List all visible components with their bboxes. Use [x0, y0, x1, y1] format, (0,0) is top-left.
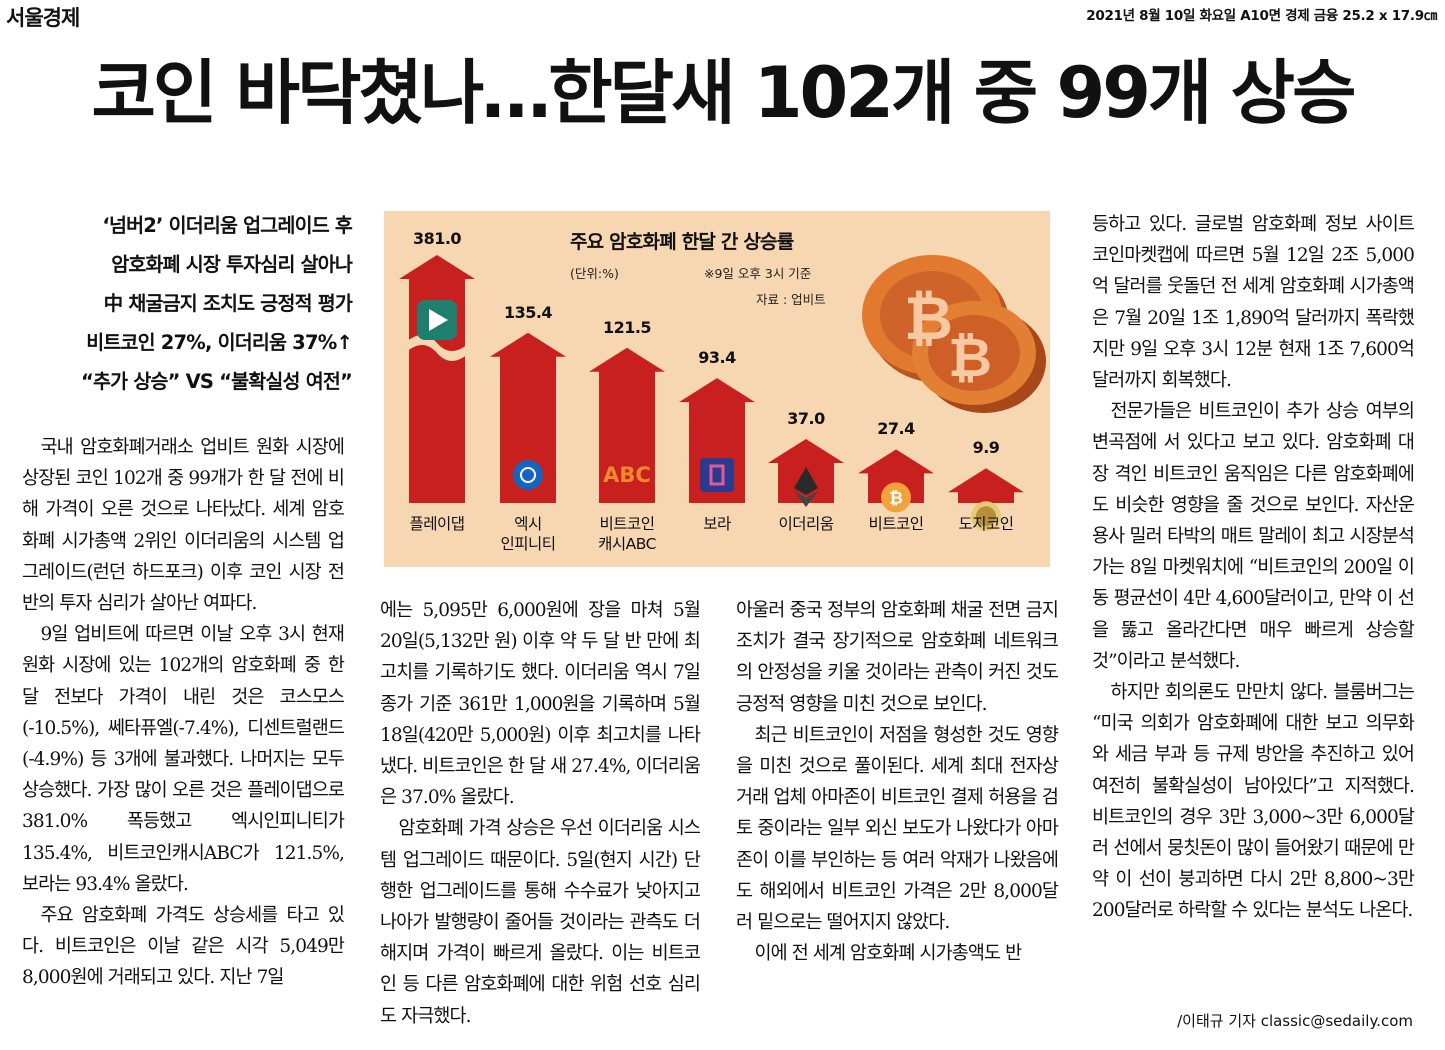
category-label: 엑시 인피니티 [500, 515, 556, 553]
value-label: 93.4 [698, 348, 736, 368]
value-label: 27.4 [877, 419, 915, 439]
article-column-1: 국내 암호화폐거래소 업비트 원화 시장에 상장된 코인 102개 중 99개가… [22, 432, 345, 994]
svg-text:₿: ₿ [948, 326, 992, 389]
category-label: 이더리움 [778, 515, 834, 533]
subhead-line: 암호화폐 시장 투자심리 살아나 [111, 253, 353, 276]
abc-icon: ABC [603, 463, 651, 487]
axie-icon [513, 460, 543, 490]
paragraph: 국내 암호화폐거래소 업비트 원화 시장에 상장된 코인 102개 중 99개가… [22, 437, 345, 615]
value-label: 9.9 [972, 438, 1000, 458]
article-column-2: 에는 5,095만 6,000원에 장을 마쳐 5월 20일(5,132만 원)… [380, 595, 701, 1032]
article-column-3: 아울러 중국 정부의 암호화폐 채굴 전면 금지 조치가 결국 장기적으로 암호… [736, 595, 1059, 969]
axis-break [405, 335, 469, 361]
category-label: 도지코인 [958, 515, 1014, 533]
bar-5: ₿ [858, 449, 934, 513]
bar-4 [768, 439, 844, 508]
category-label: 플레이댑 [409, 515, 465, 533]
dogecoin-icon [971, 501, 1001, 532]
paragraph: 암호화폐 가격 상승은 우선 이더리움 시스템 업그레이드 때문이다. 5일(현… [380, 818, 701, 1027]
paragraph: 아울러 중국 정부의 암호화폐 채굴 전면 금지 조치가 결국 장기적으로 암호… [736, 600, 1059, 715]
svg-text:₿: ₿ [904, 284, 953, 354]
category-label: 비트코인 캐시ABC [598, 515, 656, 553]
svg-text:₿: ₿ [889, 488, 903, 508]
headline: 코인 바닥쳤나…한달새 102개 중 99개 상승 [91, 52, 1357, 134]
bar-3 [679, 378, 755, 503]
chart-title: 주요 암호화폐 한달 간 상승률 [570, 231, 794, 253]
bar-1 [490, 332, 566, 503]
category-label: 보라 [703, 515, 731, 533]
subhead-line: 中 채굴금지 조치도 긍정적 평가 [103, 292, 353, 315]
byline: /이태규 기자 classic@sedaily.com [1177, 1012, 1413, 1030]
subhead: ‘넘버2’ 이더리움 업그레이드 후 암호화폐 시장 투자심리 살아나 中 채굴… [22, 206, 353, 401]
ethereum-icon [794, 467, 818, 508]
chart-canvas: ₿ ₿ ABC ₿ [399, 255, 1046, 532]
svg-text:ABC: ABC [603, 463, 651, 487]
bar-2: ABC [589, 347, 665, 503]
paragraph: 전문가들은 비트코인이 추가 상승 여부의 변곡점에 서 있다고 보고 있다. … [1092, 401, 1415, 672]
article-column-4: 등하고 있다. 글로벌 암호화폐 정보 사이트 코인마켓캡에 따르면 5월 12… [1092, 209, 1415, 927]
value-label: 121.5 [602, 317, 652, 337]
masthead: 서울경제 [6, 6, 80, 30]
paragraph: 최근 비트코인이 저점을 형성한 것도 영향을 미친 것으로 풀이된다. 세계 … [736, 724, 1059, 934]
bora-icon [700, 458, 734, 492]
chart-source: 자료 : 업비트 [756, 292, 826, 307]
bitcoin-coins-illustration: ₿ ₿ [862, 255, 1046, 413]
paragraph: 등하고 있다. 글로벌 암호화폐 정보 사이트 코인마켓캡에 따르면 5월 12… [1092, 214, 1415, 392]
bar-6 [948, 468, 1024, 532]
dateline: 2021년 8월 10일 화요일 A10면 경제 금융 25.2 x 17.9㎝ [1086, 8, 1437, 24]
value-label: 135.4 [503, 302, 553, 322]
value-label: 381.0 [412, 229, 462, 248]
paragraph: 하지만 회의론도 만만치 않다. 블룸버그는 “미국 의회가 암호화폐에 대한 … [1092, 682, 1415, 922]
chart-note: ※9일 오후 3시 기준 [704, 266, 812, 281]
paragraph: 9일 업비트에 따르면 이날 오후 3시 현재 원화 시장에 있는 102개의 … [22, 624, 345, 895]
subhead-line: ‘넘버2’ 이더리움 업그레이드 후 [102, 214, 352, 237]
chart-unit: (단위:%) [570, 266, 619, 281]
subhead-line: “추가 상승” VS “불확실성 여전” [81, 370, 353, 393]
playdapp-icon [417, 300, 457, 340]
paragraph: 에는 5,095만 6,000원에 장을 마쳐 5월 20일(5,132만 원)… [380, 600, 701, 809]
bitcoin-icon: ₿ [881, 482, 911, 513]
bar-0 [399, 255, 475, 503]
category-label: 비트코인 [868, 515, 924, 533]
paragraph: 이에 전 세계 암호화폐 시가총액도 반 [754, 943, 1023, 965]
subhead-line: 비트코인 27%, 이더리움 37%↑ [86, 331, 353, 354]
value-label: 37.0 [787, 409, 825, 429]
paragraph: 주요 암호화폐 가격도 상승세를 타고 있다. 비트코인은 이날 같은 시각 5… [22, 905, 345, 989]
crypto-gain-chart: ₿ ₿ ABC ₿ 주요 암호화폐 한달 간 상승률 (단위:%) ※9일 오후 … [384, 211, 1050, 567]
